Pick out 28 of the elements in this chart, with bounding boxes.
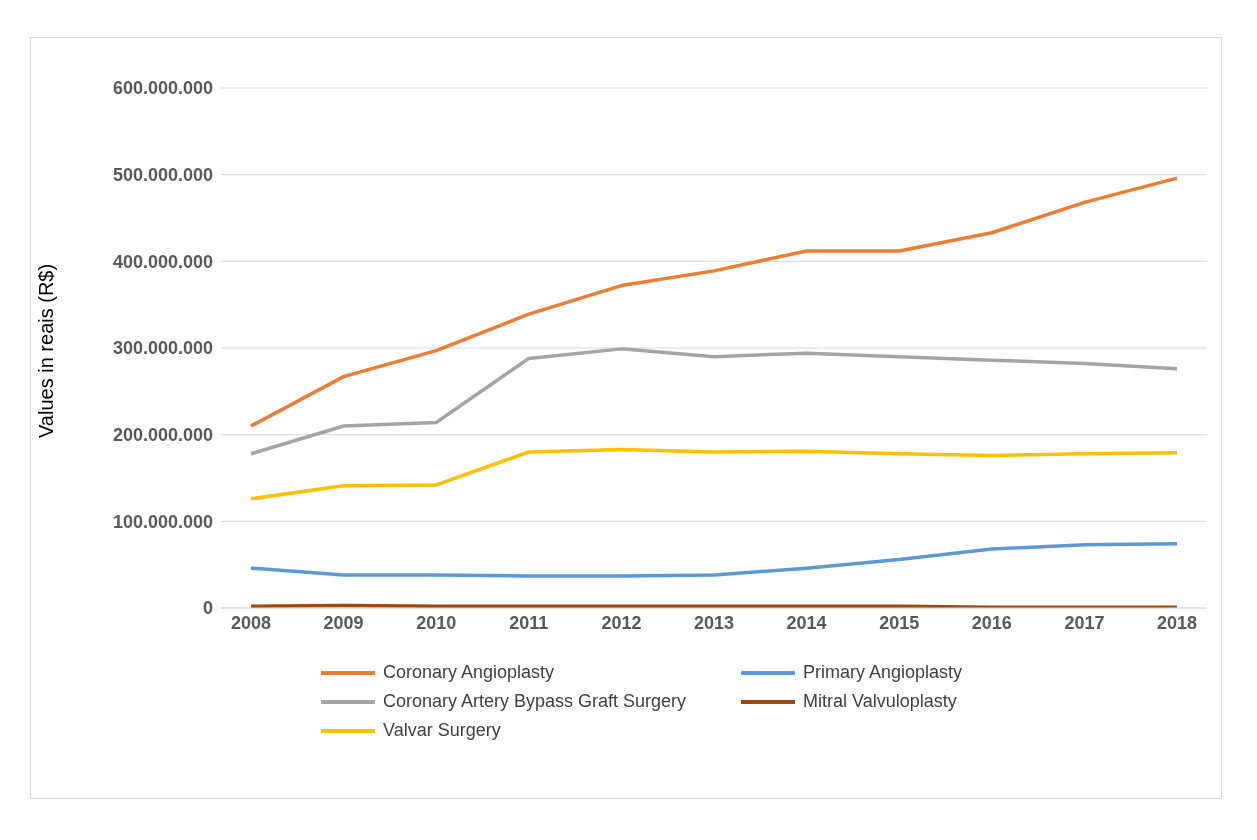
legend-label: Mitral Valvuloplasty [803, 691, 957, 712]
y-tick-label: 200.000.000 [112, 425, 213, 446]
y-tick-label: 300.000.000 [112, 338, 213, 359]
y-tick-label: 0 [202, 598, 213, 619]
line-series [249, 176, 1179, 428]
x-tick-label: 2009 [323, 612, 364, 633]
y-tick-label: 500.000.000 [112, 165, 213, 186]
x-tick-label: 2008 [230, 612, 272, 633]
x-tick-label: 2012 [601, 612, 642, 633]
x-tick-label: 2013 [693, 612, 735, 633]
y-tick-label: 400.000.000 [112, 251, 213, 272]
legend-label: Coronary Angioplasty [383, 662, 555, 683]
line-series [249, 447, 1179, 501]
x-tick-label: 2016 [971, 612, 1012, 633]
x-tick-label: 2015 [879, 612, 920, 633]
line-series [249, 347, 1179, 456]
x-tick-label: 2011 [509, 612, 549, 633]
line-series [249, 542, 1179, 578]
x-tick-label: 2018 [1156, 612, 1198, 633]
legend-label: Coronary Artery Bypass Graft Surgery [383, 691, 687, 712]
y-tick-label: 100.000.000 [112, 511, 213, 532]
x-tick-label: 2010 [416, 612, 457, 633]
y-axis-title: Values in reais (R$) [35, 263, 58, 438]
y-tick-label: 600.000.000 [112, 78, 213, 99]
x-tick-label: 2014 [786, 612, 827, 633]
legend-label: Valvar Surgery [383, 720, 501, 741]
legend-label: Primary Angioplasty [803, 662, 963, 683]
x-tick-label: 2017 [1064, 612, 1105, 633]
